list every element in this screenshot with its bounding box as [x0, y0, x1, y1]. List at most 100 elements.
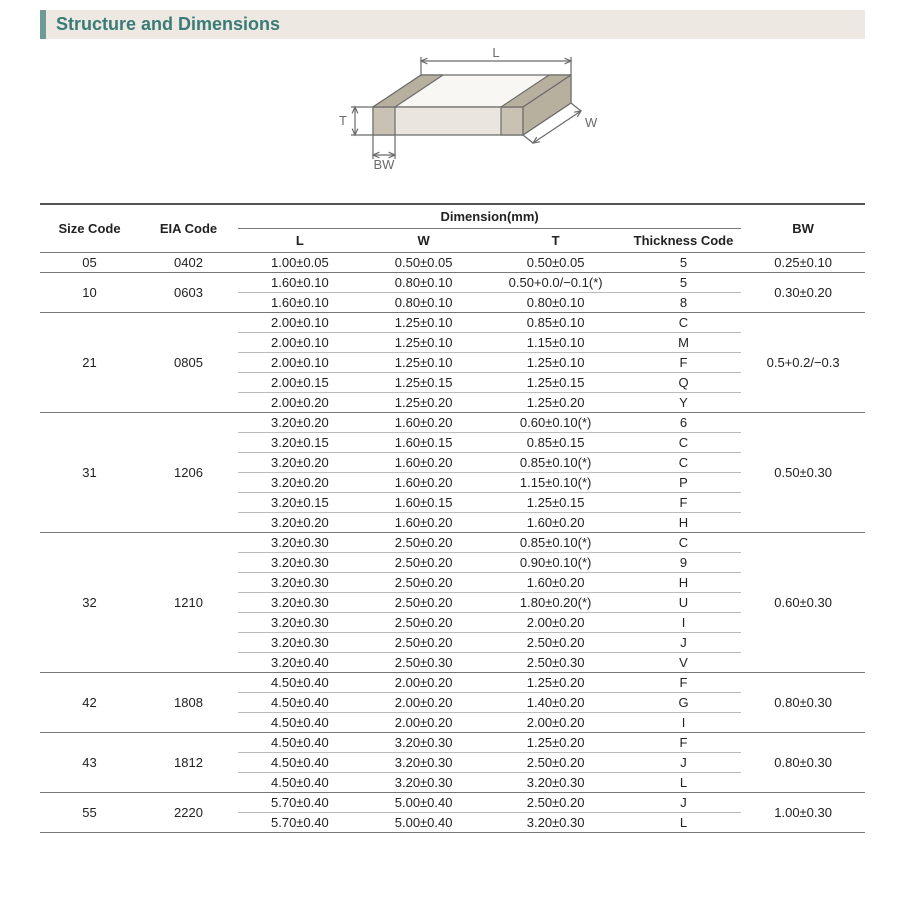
- cell-w: 1.60±0.20: [362, 513, 486, 533]
- cell-w: 1.25±0.20: [362, 393, 486, 413]
- cell-l: 4.50±0.40: [238, 733, 362, 753]
- cell-t: 3.20±0.30: [486, 773, 626, 793]
- cell-tc: H: [626, 573, 742, 593]
- cell-tc: V: [626, 653, 742, 673]
- cell-tc: H: [626, 513, 742, 533]
- cell-l: 3.20±0.30: [238, 553, 362, 573]
- cell-eia-code: 0805: [139, 313, 238, 413]
- dimensions-table: Size Code EIA Code Dimension(mm) BW L W …: [40, 203, 865, 833]
- cell-tc: 6: [626, 413, 742, 433]
- cell-eia-code: 0402: [139, 253, 238, 273]
- th-t: T: [486, 229, 626, 253]
- cell-t: 1.80±0.20(*): [486, 593, 626, 613]
- cell-w: 1.60±0.20: [362, 453, 486, 473]
- cell-w: 1.60±0.20: [362, 473, 486, 493]
- cell-tc: U: [626, 593, 742, 613]
- cell-bw: 0.60±0.30: [741, 533, 865, 673]
- cell-w: 2.50±0.30: [362, 653, 486, 673]
- cell-t: 0.50+0.0/−0.1(*): [486, 273, 626, 293]
- cell-t: 2.50±0.30: [486, 653, 626, 673]
- cell-tc: M: [626, 333, 742, 353]
- cell-size-code: 21: [40, 313, 139, 413]
- cell-bw: 1.00±0.30: [741, 793, 865, 833]
- cell-l: 4.50±0.40: [238, 753, 362, 773]
- cell-l: 2.00±0.10: [238, 333, 362, 353]
- cell-bw: 0.30±0.20: [741, 273, 865, 313]
- table-row: 5522205.70±0.405.00±0.402.50±0.20J1.00±0…: [40, 793, 865, 813]
- cell-l: 2.00±0.10: [238, 313, 362, 333]
- cell-size-code: 05: [40, 253, 139, 273]
- cell-t: 1.60±0.20: [486, 573, 626, 593]
- cell-l: 3.20±0.20: [238, 413, 362, 433]
- cell-l: 3.20±0.20: [238, 473, 362, 493]
- cell-l: 2.00±0.15: [238, 373, 362, 393]
- cell-tc: F: [626, 353, 742, 373]
- svg-text:W: W: [585, 115, 598, 130]
- cell-size-code: 10: [40, 273, 139, 313]
- cell-size-code: 43: [40, 733, 139, 793]
- cell-t: 0.85±0.15: [486, 433, 626, 453]
- cell-t: 0.60±0.10(*): [486, 413, 626, 433]
- cell-tc: I: [626, 713, 742, 733]
- cell-size-code: 31: [40, 413, 139, 533]
- cell-w: 1.25±0.10: [362, 333, 486, 353]
- cell-tc: 9: [626, 553, 742, 573]
- table-row: 3212103.20±0.302.50±0.200.85±0.10(*)C0.6…: [40, 533, 865, 553]
- cell-w: 5.00±0.40: [362, 793, 486, 813]
- cell-t: 0.85±0.10(*): [486, 453, 626, 473]
- th-dimension: Dimension(mm): [238, 204, 741, 229]
- cell-t: 1.25±0.15: [486, 373, 626, 393]
- cell-eia-code: 1206: [139, 413, 238, 533]
- cell-bw: 0.80±0.30: [741, 733, 865, 793]
- cell-l: 3.20±0.20: [238, 513, 362, 533]
- cell-size-code: 32: [40, 533, 139, 673]
- cell-w: 2.50±0.20: [362, 573, 486, 593]
- cell-tc: J: [626, 793, 742, 813]
- cell-w: 1.60±0.15: [362, 493, 486, 513]
- cell-l: 3.20±0.15: [238, 493, 362, 513]
- cell-t: 1.15±0.10(*): [486, 473, 626, 493]
- cell-w: 2.50±0.20: [362, 553, 486, 573]
- cell-t: 2.00±0.20: [486, 613, 626, 633]
- cell-tc: Y: [626, 393, 742, 413]
- cell-w: 2.50±0.20: [362, 613, 486, 633]
- cell-l: 4.50±0.40: [238, 773, 362, 793]
- cell-bw: 0.50±0.30: [741, 413, 865, 533]
- cell-l: 1.60±0.10: [238, 273, 362, 293]
- cell-tc: P: [626, 473, 742, 493]
- cell-w: 2.50±0.20: [362, 593, 486, 613]
- cell-t: 1.25±0.20: [486, 393, 626, 413]
- cell-w: 2.00±0.20: [362, 673, 486, 693]
- cell-tc: C: [626, 313, 742, 333]
- cell-l: 3.20±0.30: [238, 633, 362, 653]
- table-head: Size Code EIA Code Dimension(mm) BW L W …: [40, 204, 865, 253]
- cell-l: 1.00±0.05: [238, 253, 362, 273]
- cell-w: 2.50±0.20: [362, 633, 486, 653]
- cell-l: 1.60±0.10: [238, 293, 362, 313]
- cell-l: 4.50±0.40: [238, 693, 362, 713]
- cell-tc: 5: [626, 253, 742, 273]
- cell-t: 1.25±0.10: [486, 353, 626, 373]
- th-size-code: Size Code: [40, 204, 139, 253]
- cell-w: 2.50±0.20: [362, 533, 486, 553]
- cell-bw: 0.25±0.10: [741, 253, 865, 273]
- cell-tc: Q: [626, 373, 742, 393]
- cell-t: 0.80±0.10: [486, 293, 626, 313]
- cell-t: 2.50±0.20: [486, 793, 626, 813]
- cell-eia-code: 0603: [139, 273, 238, 313]
- section-title: Structure and Dimensions: [40, 10, 865, 39]
- cell-t: 1.25±0.20: [486, 673, 626, 693]
- th-w: W: [362, 229, 486, 253]
- th-eia-code: EIA Code: [139, 204, 238, 253]
- component-diagram: LTWBW: [0, 47, 905, 197]
- th-l: L: [238, 229, 362, 253]
- cell-tc: F: [626, 673, 742, 693]
- cell-w: 0.80±0.10: [362, 273, 486, 293]
- table-row: 0504021.00±0.050.50±0.050.50±0.0550.25±0…: [40, 253, 865, 273]
- cell-tc: G: [626, 693, 742, 713]
- cell-eia-code: 1808: [139, 673, 238, 733]
- cell-eia-code: 1210: [139, 533, 238, 673]
- cell-l: 4.50±0.40: [238, 713, 362, 733]
- cell-l: 3.20±0.30: [238, 573, 362, 593]
- cell-l: 3.20±0.30: [238, 593, 362, 613]
